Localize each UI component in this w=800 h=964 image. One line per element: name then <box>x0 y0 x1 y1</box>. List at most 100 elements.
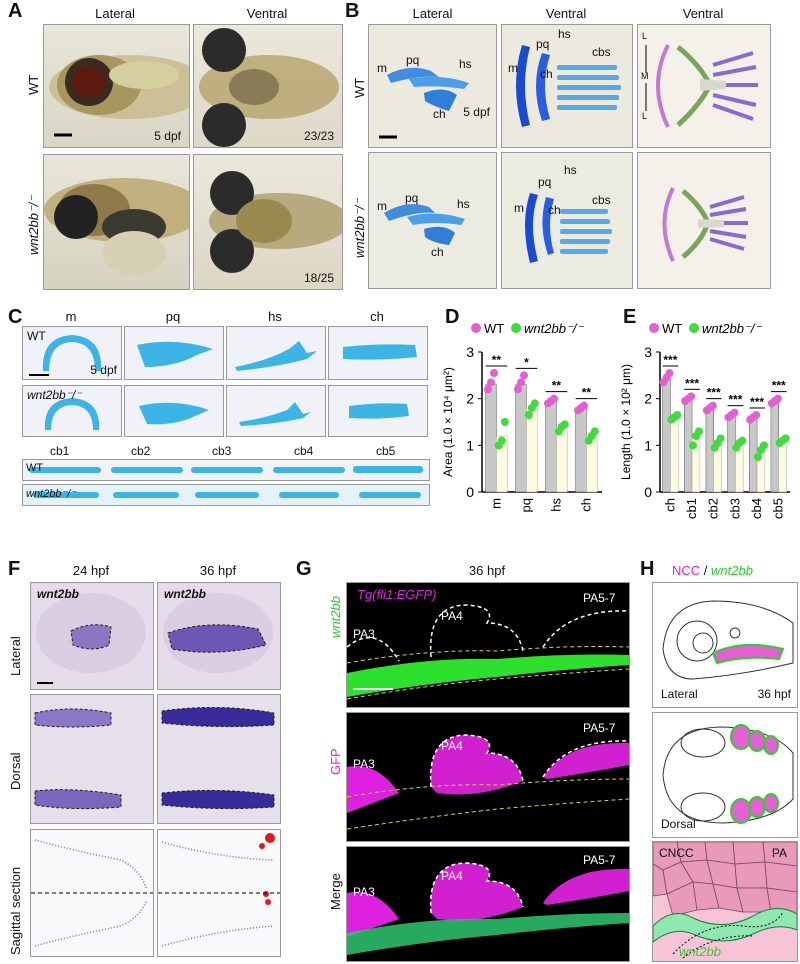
h-pa-label: PA <box>771 846 787 860</box>
f-36-sagittal-image <box>157 829 281 957</box>
point-wt <box>517 378 525 387</box>
b-row-mut: wnt2bb⁻/⁻ <box>352 198 367 258</box>
point-wt <box>484 385 492 394</box>
significance-label: ** <box>492 353 502 367</box>
bar-wt <box>515 384 527 493</box>
c-wt-hs-image <box>226 326 326 380</box>
y-tick-label: 1 <box>466 437 474 453</box>
bar-wt <box>545 400 557 493</box>
b-wt-schematic: L M L <box>637 24 771 148</box>
y-tick-label: 3 <box>644 344 652 360</box>
f-row-sagittal: Sagittal section <box>8 866 23 955</box>
panel-label-g: G <box>296 558 312 580</box>
c-row-wt: WT <box>27 329 46 343</box>
c-mut-ch-image <box>328 385 428 437</box>
x-tick-label: hs <box>548 498 563 512</box>
c-cb5-label: cb5 <box>376 444 396 458</box>
point-wt <box>490 369 498 377</box>
point-wt <box>752 411 761 419</box>
bar-mut <box>670 417 679 493</box>
b-mut-m: m <box>377 199 387 213</box>
b-mut-lateral-image: m pq hs ch <box>368 152 497 289</box>
c-cb4-label: cb4 <box>294 444 314 458</box>
point-wt <box>730 408 739 417</box>
x-tick-label: ch <box>578 498 593 512</box>
panel-label-a: A <box>8 0 23 22</box>
bar-mut <box>778 440 787 493</box>
panel-label-c: C <box>8 306 23 328</box>
b-wt-v-hs: hs <box>558 27 571 41</box>
b-wt-hs: hs <box>459 57 472 71</box>
h-dorsal-label: Dorsal <box>661 817 696 831</box>
point-wt <box>773 394 782 403</box>
g-pa3-2: PA3 <box>353 757 375 771</box>
significance-label: ** <box>552 379 562 393</box>
b-mut-v-hs: hs <box>564 163 577 177</box>
significance-label: *** <box>685 376 699 390</box>
a-wt-lateral-image: 5 dpf <box>43 24 190 148</box>
g-merge-image: PA3 PA4 PA5-7 <box>346 846 630 962</box>
bar-wt <box>575 407 587 493</box>
x-tick-label: cb4 <box>749 498 764 519</box>
b-wt-ventral-image: hs pq cbs m ch <box>501 24 633 148</box>
g-pa57-3: PA5-7 <box>583 853 616 867</box>
h-title: NCC / wnt2bb <box>672 563 753 578</box>
point-mut <box>524 411 533 419</box>
c-cb-row-mut: wnt2bb⁻/⁻ <box>26 488 77 500</box>
bar-wt <box>662 377 671 493</box>
g-side-gene: wnt2bb <box>328 596 343 638</box>
f-row-dorsal: Dorsal <box>8 752 23 790</box>
c-cb-row-wt: WT <box>26 462 44 474</box>
chart-legend: WT wnt2bb⁻/⁻ <box>649 321 762 336</box>
c-mut-cb-strip: wnt2bb⁻/⁻ <box>22 484 430 506</box>
a-row-wt: WT <box>26 74 41 95</box>
a-wt-ventral-image: 23/23 <box>193 24 343 148</box>
f-24-lateral-image: wnt2bb <box>30 582 154 690</box>
g-pa4-3: PA4 <box>441 869 463 883</box>
point-mut <box>753 453 762 461</box>
b-mut-pq: pq <box>405 191 419 205</box>
g-pa57-2: PA5-7 <box>583 721 616 735</box>
g-side-merge: Merge <box>328 873 343 910</box>
significance-label: *** <box>663 353 677 367</box>
y-tick-label: 2 <box>644 391 652 407</box>
b-col-ventral-2: Ventral <box>682 6 724 21</box>
bar-mut <box>556 426 568 493</box>
h-cncc-label: CNCC <box>659 846 694 860</box>
f-col-24hpf: 24 hpf <box>72 563 110 578</box>
b-wt-m: m <box>377 61 387 75</box>
b-wt-lateral-image: m pq hs ch 5 dpf <box>368 24 497 148</box>
c-col-pq: pq <box>165 309 181 324</box>
h-title-ncc: NCC <box>672 563 701 578</box>
c-cb1-label: cb1 <box>50 444 70 458</box>
legend-mut-marker <box>689 323 699 333</box>
legend-wt-label: WT <box>662 321 682 336</box>
legend-mut-label: wnt2bb⁻/⁻ <box>702 321 762 336</box>
a-mut-lateral-image <box>43 154 190 290</box>
bar-mut <box>526 407 538 493</box>
h-lateral-schematic: Lateral 36 hpf <box>652 582 798 708</box>
panel-label-f: F <box>8 558 21 580</box>
bar-wt <box>485 384 497 493</box>
f-24-sagittal-image <box>30 829 154 957</box>
y-axis-title: Area (1.0 × 10⁴ μm²) <box>441 367 455 477</box>
bar-mut <box>496 435 508 493</box>
b-mut-v-pq: pq <box>538 175 552 189</box>
h-stage-label: 36 hpf <box>757 687 791 701</box>
point-wt <box>514 385 522 394</box>
y-tick-label: 0 <box>644 484 652 500</box>
f-row-lateral: Lateral <box>8 636 23 676</box>
point-mut <box>738 436 747 445</box>
b-col-lateral: Lateral <box>412 6 453 21</box>
b-mut-v-ch: ch <box>548 203 561 217</box>
point-wt <box>487 378 495 387</box>
a-col-ventral: Ventral <box>246 6 288 21</box>
g-stage: 36 hpf <box>468 563 506 578</box>
point-wt <box>520 371 528 380</box>
c-wt-cb-strip: WT <box>22 459 430 481</box>
c-mut-pq-image <box>124 385 224 437</box>
x-tick-label: m <box>488 498 503 509</box>
f-36-lateral-image: wnt2bb <box>157 582 281 690</box>
h-lateral-label: Lateral <box>661 687 698 701</box>
g-side-gfp: GFP <box>328 748 343 775</box>
